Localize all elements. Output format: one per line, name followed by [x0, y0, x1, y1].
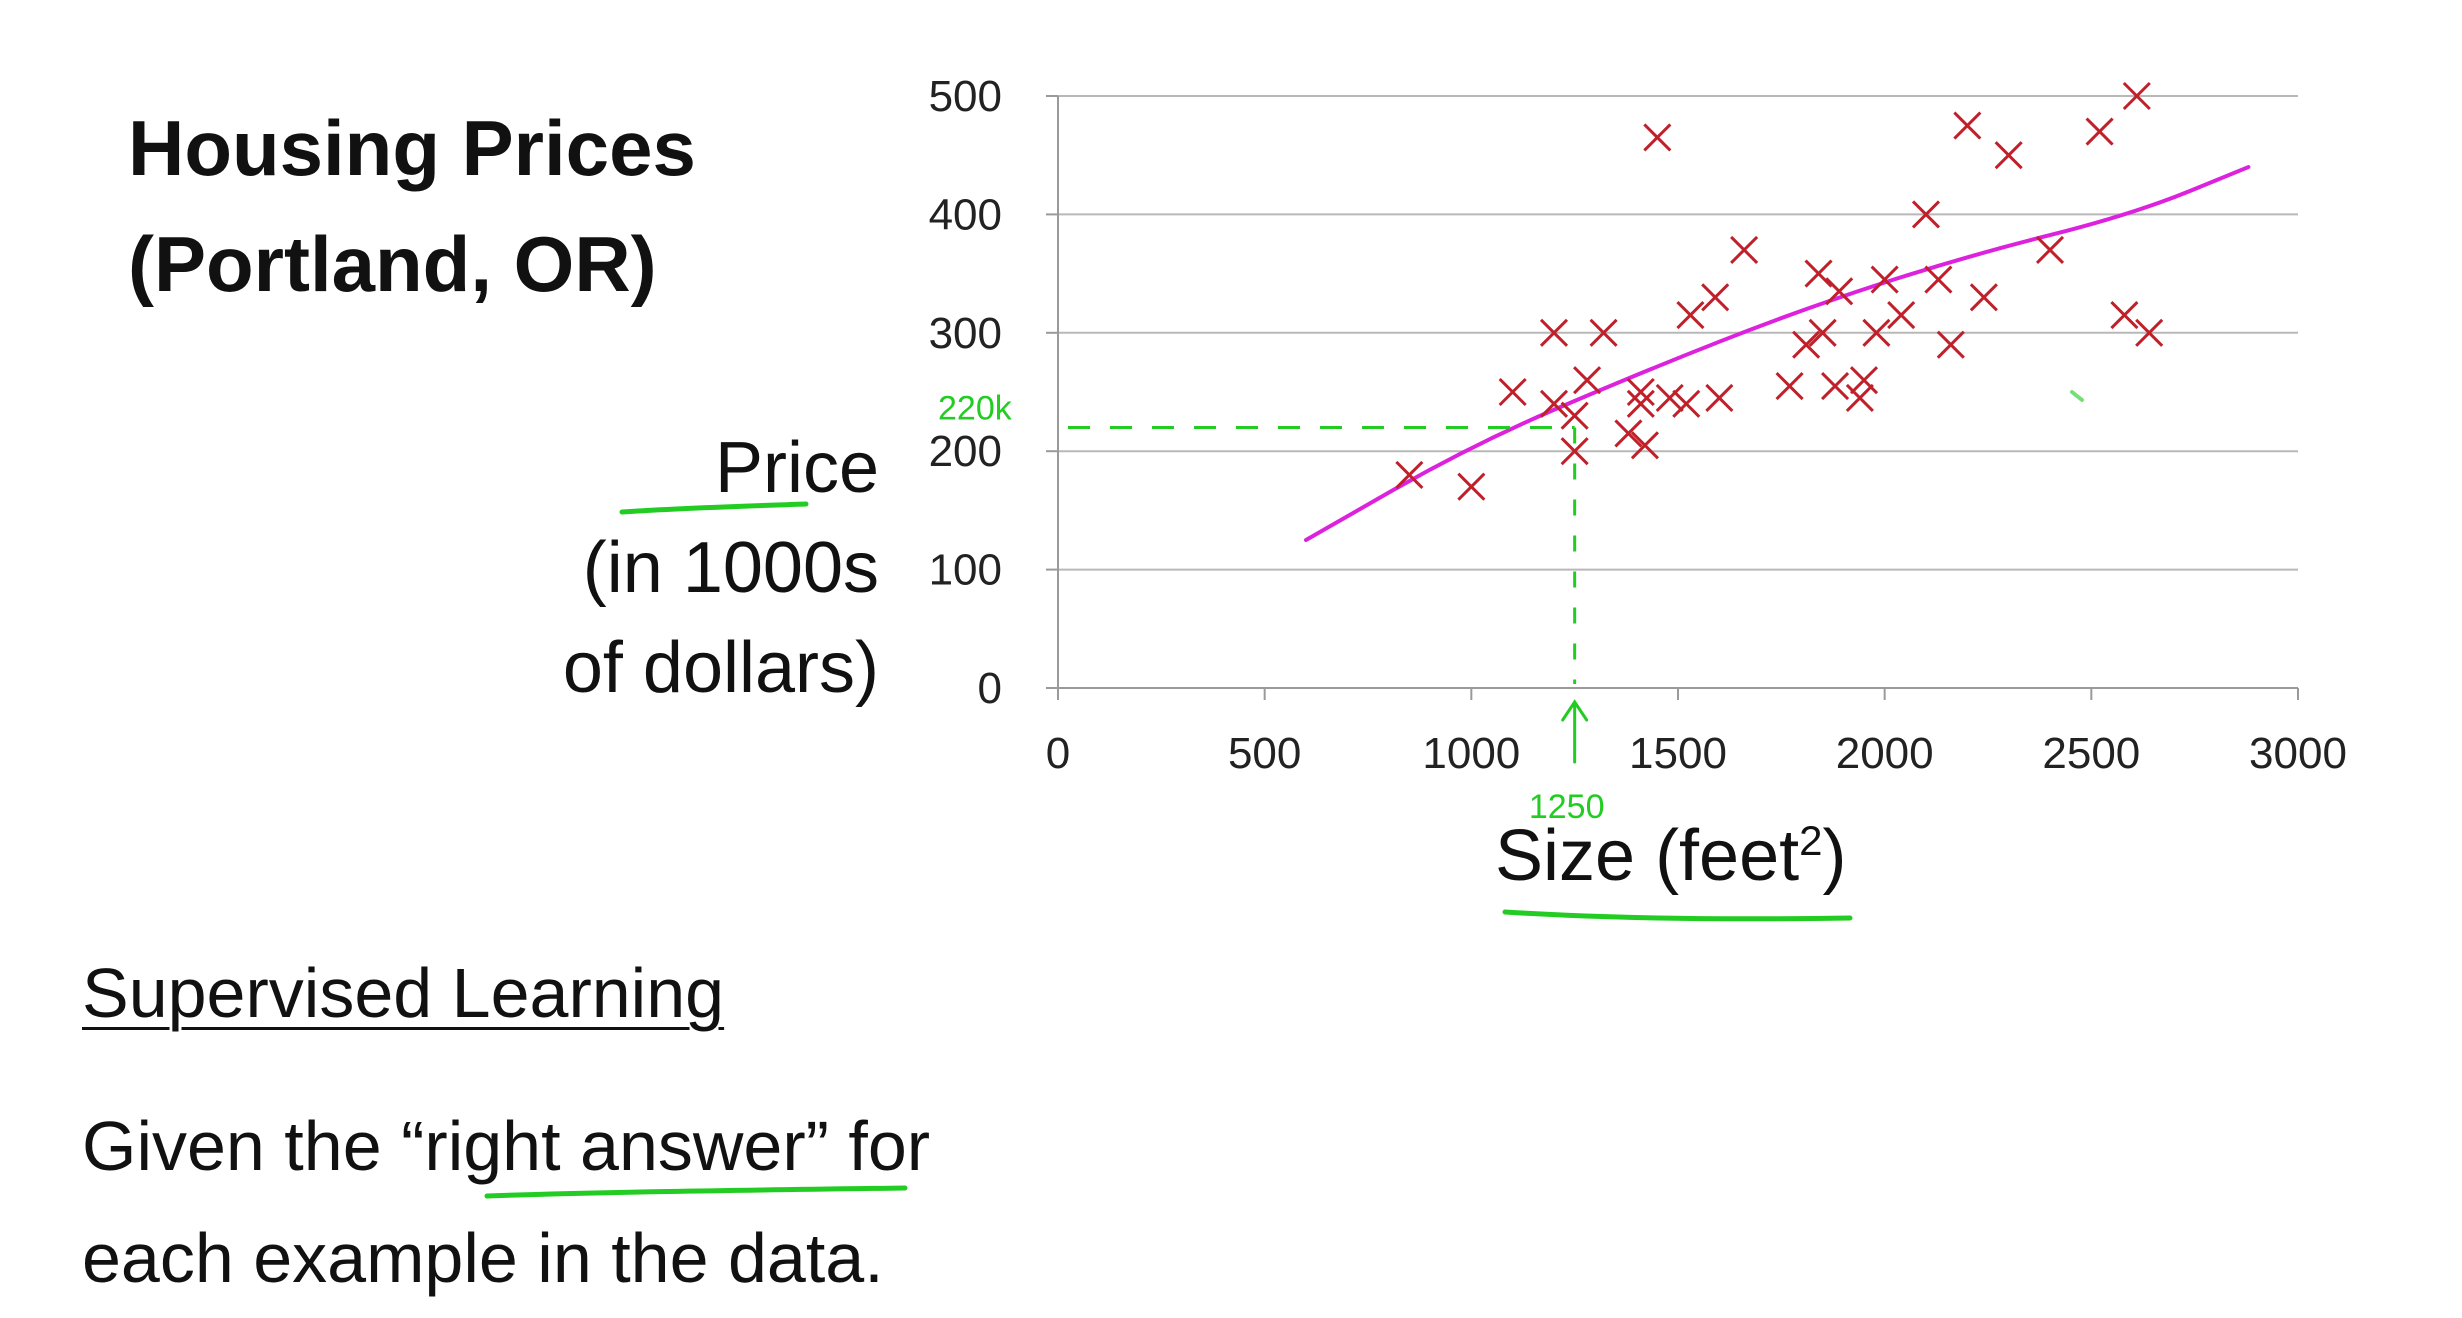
data-point — [2110, 300, 2139, 330]
data-point — [1626, 377, 1655, 407]
y-tick-label: 200 — [929, 427, 1002, 476]
data-point — [1676, 300, 1705, 330]
data-point — [1804, 259, 1833, 288]
axes — [1046, 95, 2299, 700]
xlabel-underline — [1502, 909, 1853, 922]
section-heading: Supervised Learning — [82, 954, 725, 1032]
section-body: Given the “right answer” for each exampl… — [82, 1090, 930, 1314]
body-emphasis: right answer — [424, 1107, 806, 1185]
x-tick-label: 1000 — [1422, 729, 1520, 778]
tick-labels: 0 500 1000 1500 2000 2500 3000 0 100 200 300 400 500 — [929, 72, 2347, 778]
x-axis-label: Size (feet2) — [1495, 815, 1846, 897]
data-point — [1560, 437, 1589, 466]
data-point — [1498, 377, 1527, 407]
y-tick-label: 100 — [929, 546, 1002, 595]
data-point — [1539, 389, 1569, 418]
grid-lines — [1058, 95, 2298, 571]
data-point — [2085, 117, 2114, 146]
data-point — [1672, 389, 1701, 418]
body-text-part-2: ” for — [805, 1107, 931, 1185]
y-axis-label-line-1: Price — [714, 428, 879, 508]
data-point — [2135, 318, 2164, 347]
stray-mark — [2070, 390, 2084, 402]
data-point — [1655, 383, 1684, 412]
data-point — [1792, 330, 1821, 359]
data-point — [1936, 330, 1965, 359]
slide-title: Housing Prices (Portland, OR) — [128, 104, 696, 308]
data-point — [1630, 431, 1659, 460]
data-point — [1457, 472, 1486, 501]
data-point — [1953, 111, 1982, 140]
data-point — [1849, 366, 1879, 395]
data-points — [1395, 81, 2164, 501]
data-point — [1825, 277, 1854, 306]
data-point — [1870, 265, 1899, 294]
y-tick-label: 0 — [978, 664, 1002, 713]
x-tick-label: 2500 — [2042, 729, 2140, 778]
data-point — [1701, 283, 1730, 312]
data-point — [1705, 383, 1734, 412]
x-tick-label: 0 — [1046, 729, 1070, 778]
body-line-2: each example in the data. — [82, 1219, 884, 1297]
data-point — [1994, 141, 2023, 170]
data-point — [1775, 372, 1804, 401]
body-line-1: Given the “right answer” for — [82, 1090, 930, 1202]
data-point — [1924, 265, 1953, 294]
x-axis-label-close: ) — [1822, 816, 1847, 896]
x-tick-label: 500 — [1228, 729, 1301, 778]
y-axis-label-line-3: of dollars) — [562, 628, 879, 708]
x-tick-label: 2000 — [1836, 729, 1934, 778]
data-point — [2035, 235, 2065, 264]
data-point — [1560, 401, 1589, 430]
body-text-part-1: Given the “ — [82, 1107, 425, 1185]
x-axis-label-superscript: 2 — [1799, 817, 1823, 864]
data-point — [1626, 389, 1655, 418]
y-tick-label: 500 — [929, 72, 1002, 121]
x-tick-label: 1500 — [1629, 729, 1727, 778]
y-tick-label: 300 — [929, 309, 1002, 358]
x-marker-arrow — [1561, 699, 1589, 764]
data-point — [1395, 460, 1424, 489]
data-point — [1573, 366, 1602, 395]
fit-line-layer — [1304, 165, 2251, 542]
data-point — [1643, 123, 1672, 152]
data-point — [1589, 318, 1618, 347]
x-axis-label-text: Size (feet — [1495, 816, 1800, 896]
y-tick-label: 400 — [929, 190, 1002, 239]
x-tick-label: 3000 — [2249, 729, 2347, 778]
data-point — [2122, 81, 2151, 111]
data-point — [1539, 318, 1569, 347]
y-marker-label: 220k — [938, 390, 1013, 428]
data-point — [1845, 383, 1874, 412]
data-point — [1821, 372, 1850, 401]
y-axis-label-line-2: (in 1000s — [582, 528, 879, 608]
data-point — [1730, 235, 1759, 264]
data-point — [1969, 283, 1998, 312]
y-axis-label: Price (in 1000s of dollars) — [563, 418, 879, 718]
data-point — [1862, 318, 1891, 347]
data-point — [1911, 200, 1941, 229]
fit-line — [1304, 165, 2251, 542]
data-point — [1808, 318, 1837, 347]
data-point — [1614, 419, 1643, 448]
data-point — [1887, 300, 1916, 330]
